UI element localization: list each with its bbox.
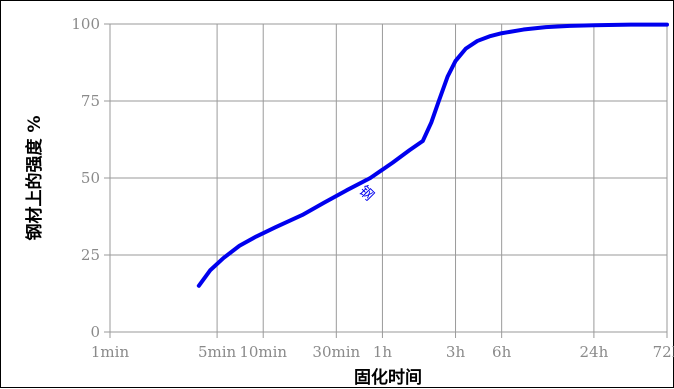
plot-area-frame [109,23,668,333]
series-line-0 [196,22,669,288]
series-layer [196,22,669,288]
x-tick-label-0: 1min [91,343,130,361]
y-tick-label-3: 75 [81,92,100,110]
x-tick-label-6: 6h [492,343,512,361]
x-tick-label-7: 24h [580,343,609,361]
plot-frame [109,23,668,333]
y-tick-label-2: 50 [81,169,100,187]
grid [104,23,668,338]
y-tick-label-0: 0 [90,323,100,341]
x-axis-title: 固化时间 [354,367,422,388]
y-tick-label-1: 25 [81,246,100,264]
x-tick-label-5: 3h [446,343,466,361]
x-tick-label-3: 30min [312,343,360,361]
x-tick-label-2: 10min [239,343,287,361]
y-axis-title: 钢材上的强度 % [24,116,45,241]
x-tick-label-1: 5min [198,343,237,361]
x-tick-label-4: 1h [373,343,393,361]
y-tick-label-4: 100 [71,15,100,33]
x-tick-label-8: 72h [653,343,674,361]
